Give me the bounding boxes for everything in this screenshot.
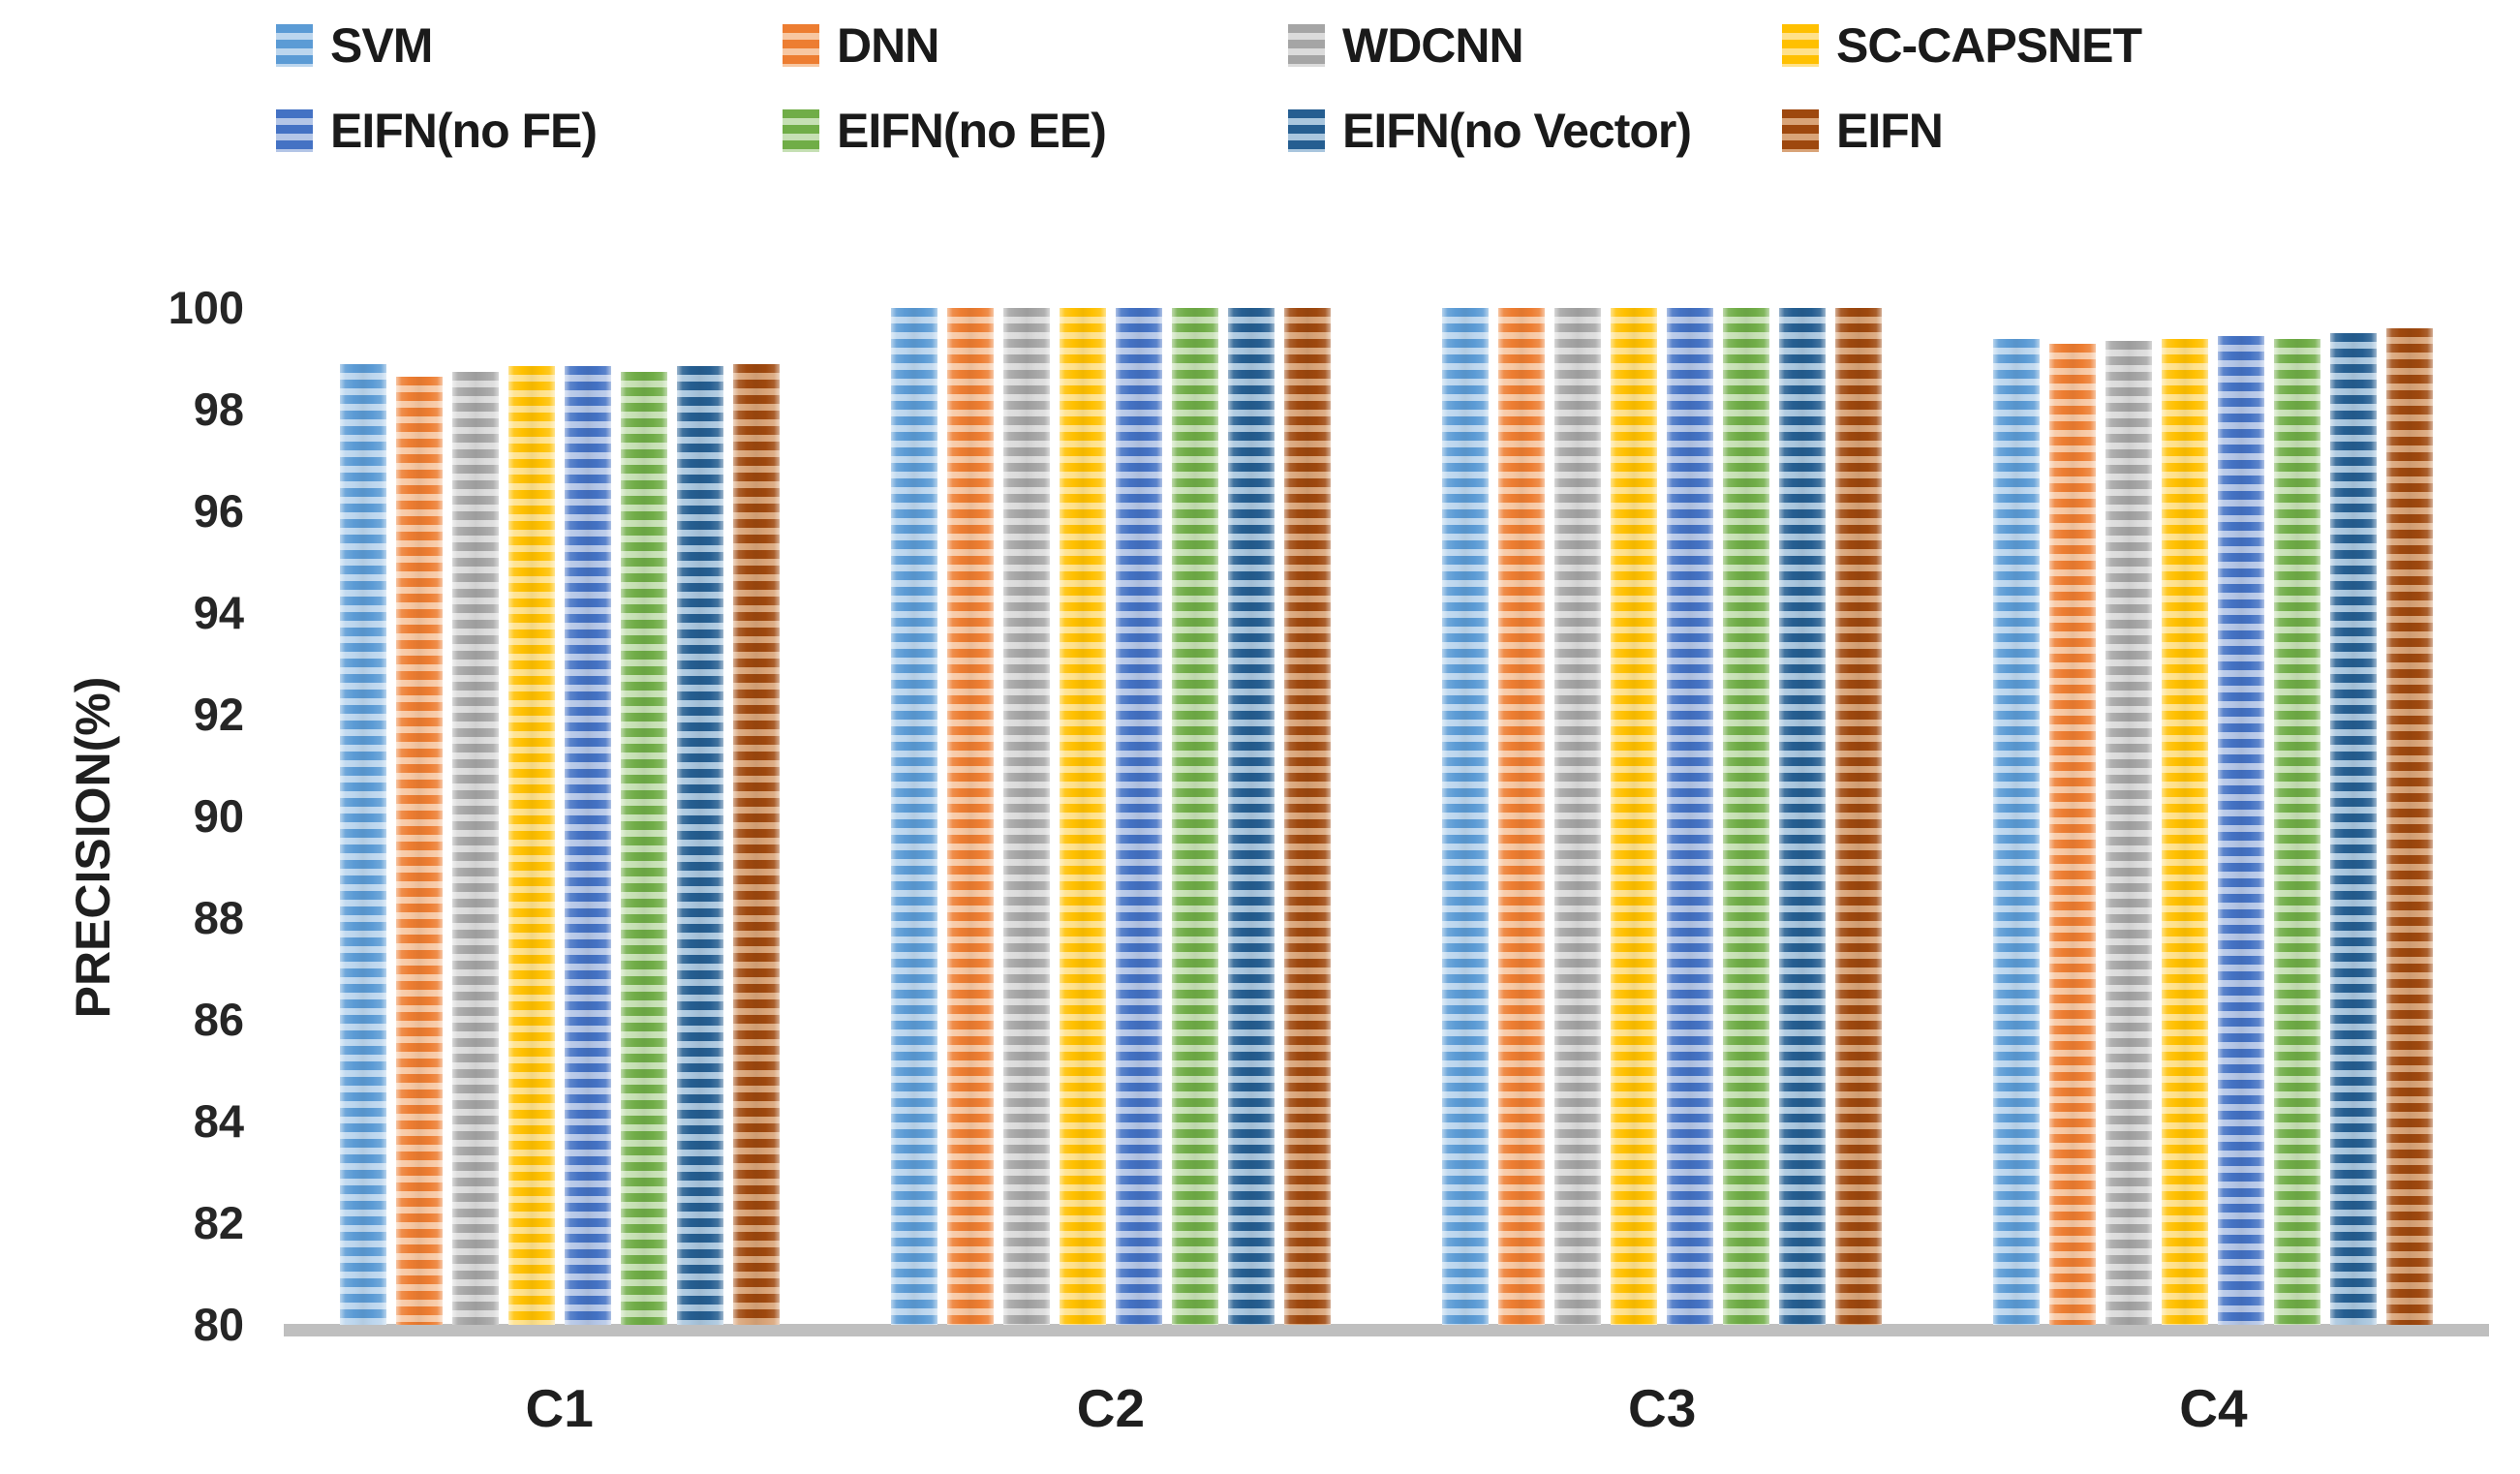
legend-swatch-sc-capsnet (1782, 24, 1819, 67)
bar-c4-eifn-no-fe (2218, 335, 2265, 1326)
bar-c1-eifn-no-vector (676, 366, 723, 1325)
bar-c1-dnn (395, 376, 443, 1326)
bar-group-c4 (1938, 308, 2489, 1326)
y-tick-96: 96 (193, 485, 244, 537)
bar-c1-eifn-no-ee (620, 371, 667, 1326)
y-tick-82: 82 (193, 1197, 244, 1248)
y-tick-98: 98 (193, 384, 244, 435)
bar-group-c3 (1387, 308, 1938, 1325)
y-tick-84: 84 (193, 1095, 244, 1147)
x-category-label-c3: C3 (1627, 1378, 1697, 1438)
y-tick-94: 94 (193, 587, 244, 638)
bar-c2-eifn-no-ee (1171, 308, 1218, 1325)
legend-label-eifn-no-fe: EIFN(no FE) (330, 104, 598, 158)
legend-label-sc-capsnet: SC-CAPSNET (1836, 18, 2142, 73)
bar-c1-svm (339, 363, 386, 1326)
bar-c4-wdcnn (2105, 341, 2153, 1325)
bar-c1-sc-capsnet (507, 366, 555, 1325)
bar-c2-sc-capsnet (1059, 308, 1106, 1325)
bar-group-c1 (284, 308, 835, 1326)
legend-item-eifn: EIFN (1782, 103, 1944, 159)
legend-swatch-wdcnn (1288, 24, 1325, 67)
legend-label-eifn-no-ee: EIFN(no EE) (837, 104, 1107, 158)
legend-label-svm: SVM (330, 18, 433, 73)
x-category-label-c4: C4 (2179, 1378, 2248, 1438)
legend-swatch-eifn-no-ee (783, 109, 819, 152)
bar-c3-svm (1442, 308, 1490, 1325)
bar-c4-eifn-no-ee (2274, 338, 2321, 1325)
bar-c2-dnn (946, 308, 994, 1325)
legend-item-svm: SVM (276, 17, 433, 74)
bar-c2-eifn-no-vector (1227, 308, 1275, 1325)
legend-item-eifn-no-ee: EIFN(no EE) (783, 103, 1107, 159)
bar-group-c2 (835, 308, 1386, 1325)
bar-c2-wdcnn (1002, 308, 1050, 1325)
bar-c3-wdcnn (1554, 308, 1602, 1325)
legend-item-sc-capsnet: SC-CAPSNET (1782, 17, 2142, 74)
bar-c3-dnn (1498, 308, 1546, 1325)
bar-c3-eifn (1835, 308, 1883, 1325)
x-category-label-c1: C1 (525, 1378, 594, 1438)
bar-c3-eifn-no-ee (1723, 308, 1770, 1325)
bar-c4-eifn (2386, 328, 2434, 1325)
y-tick-88: 88 (193, 892, 244, 943)
legend-swatch-svm (276, 24, 313, 67)
legend-swatch-eifn (1782, 109, 1819, 152)
legend-label-eifn-no-vector: EIFN(no Vector) (1342, 104, 1692, 158)
legend-swatch-eifn-no-fe (276, 109, 313, 152)
y-tick-92: 92 (193, 689, 244, 740)
y-tick-100: 100 (168, 282, 244, 333)
bar-c4-eifn-no-vector (2330, 333, 2378, 1325)
legend-swatch-dnn (783, 24, 819, 67)
bar-c1-wdcnn (451, 371, 499, 1326)
bar-c4-dnn (2049, 343, 2097, 1326)
bar-c1-eifn-no-fe (564, 366, 611, 1325)
legend-item-dnn: DNN (783, 17, 939, 74)
bar-c3-sc-capsnet (1611, 308, 1658, 1325)
plot-area (284, 308, 2489, 1326)
legend-label-eifn: EIFN (1836, 104, 1944, 158)
bar-c1-eifn (732, 363, 780, 1326)
legend-label-wdcnn: WDCNN (1342, 18, 1524, 73)
bar-c3-eifn-no-vector (1779, 308, 1827, 1325)
bar-c2-svm (890, 308, 937, 1325)
legend-item-eifn-no-fe: EIFN(no FE) (276, 103, 598, 159)
bar-c3-eifn-no-fe (1667, 308, 1714, 1325)
y-tick-86: 86 (193, 994, 244, 1045)
x-category-label-c2: C2 (1076, 1378, 1146, 1438)
legend-label-dnn: DNN (837, 18, 939, 73)
bar-c2-eifn-no-fe (1115, 308, 1162, 1325)
bar-c4-svm (1993, 338, 2041, 1325)
legend-swatch-eifn-no-vector (1288, 109, 1325, 152)
legend-item-wdcnn: WDCNN (1288, 17, 1524, 74)
bar-c4-sc-capsnet (2162, 338, 2209, 1325)
y-tick-90: 90 (193, 790, 244, 842)
bar-c2-eifn (1283, 308, 1331, 1325)
y-tick-80: 80 (193, 1299, 244, 1350)
legend-item-eifn-no-vector: EIFN(no Vector) (1288, 103, 1692, 159)
x-axis-baseline (284, 1324, 2489, 1336)
